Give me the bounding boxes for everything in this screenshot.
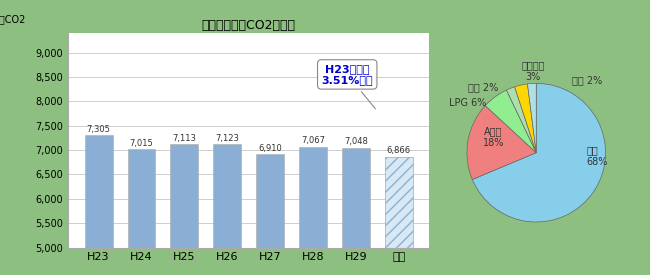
Text: A重油
18%: A重油 18% [482, 126, 504, 148]
Wedge shape [467, 106, 536, 180]
Y-axis label: t－CO2: t－CO2 [0, 14, 26, 24]
Bar [256, 154, 284, 248]
Text: LPG 6%: LPG 6% [449, 98, 486, 108]
Text: 7,305: 7,305 [86, 125, 110, 134]
Text: 電気
68%: 電気 68% [586, 145, 608, 167]
Text: 6,866: 6,866 [387, 146, 411, 155]
Text: H23年度比
3.51%減少: H23年度比 3.51%減少 [321, 64, 376, 109]
Text: 灯油 2%: 灯油 2% [572, 75, 603, 85]
Text: ガソリン
3%: ガソリン 3% [521, 60, 545, 82]
Wedge shape [506, 87, 536, 153]
Bar [127, 149, 155, 248]
Wedge shape [527, 83, 536, 153]
Text: 7,113: 7,113 [172, 134, 196, 143]
Bar [342, 148, 370, 248]
Title: 市役所年度別CO2排出量: 市役所年度別CO2排出量 [202, 19, 296, 32]
Bar [299, 147, 327, 248]
Text: 7,123: 7,123 [215, 134, 239, 142]
Text: 6,910: 6,910 [258, 144, 282, 153]
Bar [84, 135, 112, 248]
Text: 7,048: 7,048 [344, 137, 368, 146]
Bar [385, 156, 413, 248]
Text: 7,015: 7,015 [129, 139, 153, 148]
Bar [170, 144, 198, 248]
Wedge shape [473, 83, 606, 222]
Wedge shape [515, 84, 536, 153]
Bar [213, 144, 241, 248]
Text: 軽油 2%: 軽油 2% [468, 82, 498, 92]
Wedge shape [486, 90, 536, 153]
Text: 7,067: 7,067 [301, 136, 325, 145]
